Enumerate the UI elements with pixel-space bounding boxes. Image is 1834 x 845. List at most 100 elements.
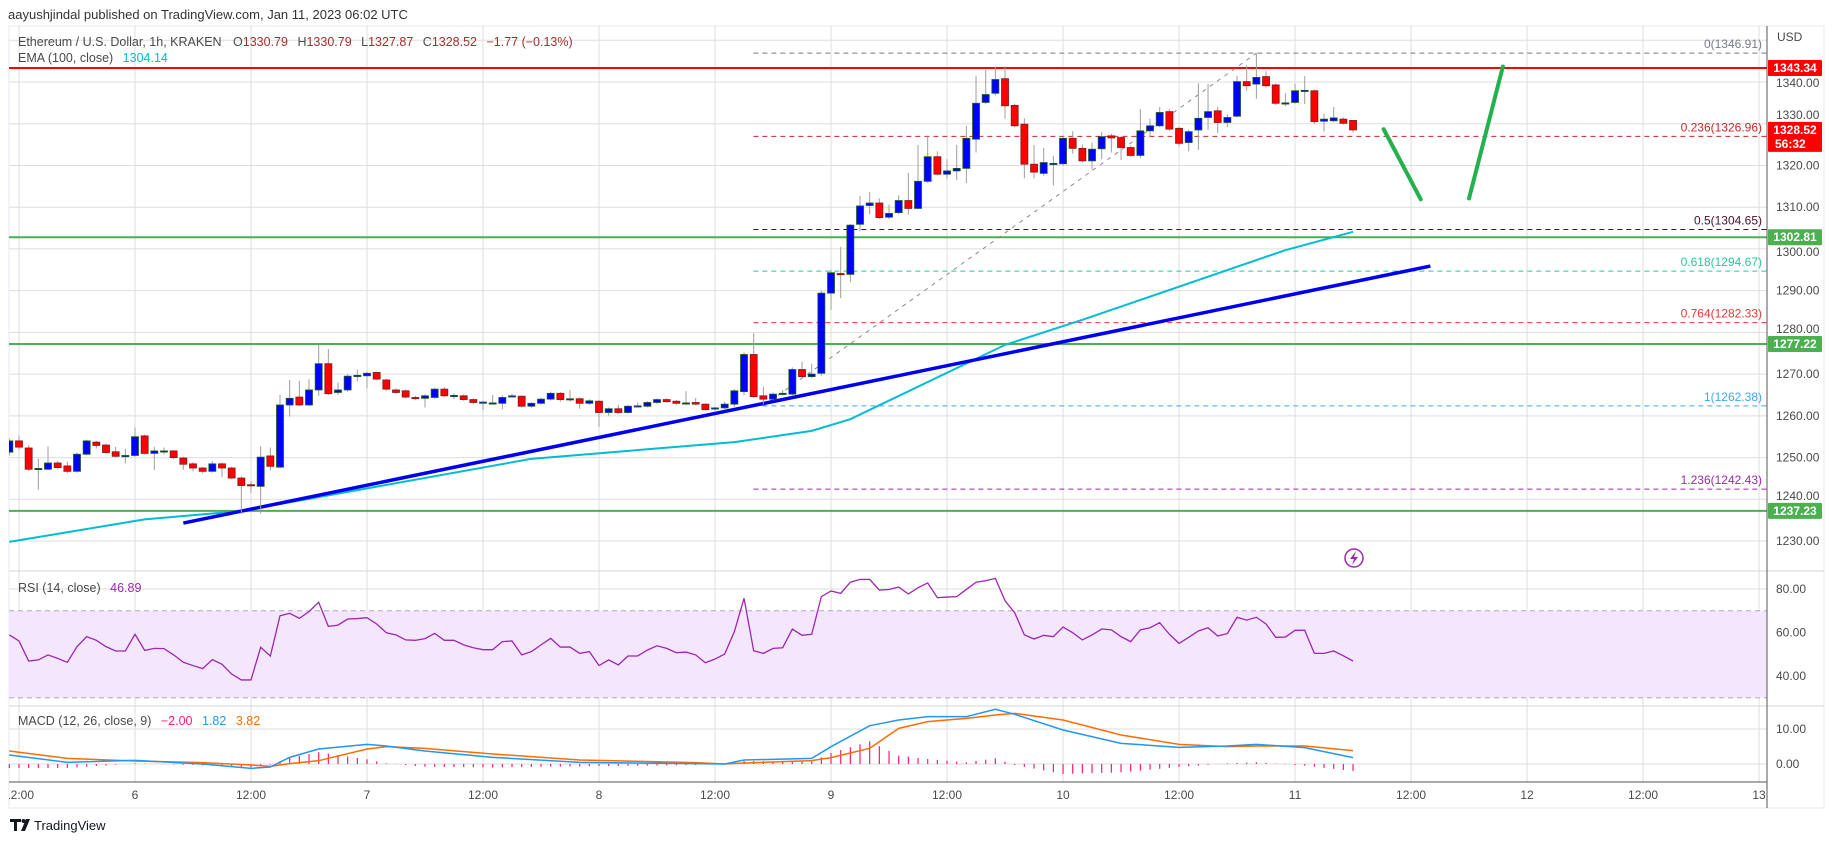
bearish-candle <box>189 463 197 469</box>
bullish-candle <box>1049 162 1058 165</box>
bullish-candle <box>1329 117 1338 122</box>
bullish-candle <box>537 398 545 404</box>
bullish-candle <box>643 402 652 407</box>
fib-level-label: 0(1346.91) <box>1704 37 1762 51</box>
macd-pane <box>8 708 1354 775</box>
time-tick-label: 12 <box>1520 788 1534 802</box>
green-arrow-drawing[interactable] <box>1381 127 1423 202</box>
time-tick-label: 10 <box>1056 788 1070 802</box>
price-badge <box>1768 60 1822 77</box>
bearish-candle <box>1310 90 1319 123</box>
price-badge <box>1768 335 1822 352</box>
open-label: O <box>233 35 243 49</box>
rsi-legend[interactable]: RSI (14, close) 46.89 <box>18 581 141 595</box>
bearish-candle <box>1010 104 1019 127</box>
bullish-candle <box>353 374 362 377</box>
bullish-candle <box>769 393 777 400</box>
bearish-candle <box>295 396 304 406</box>
bullish-candle <box>334 389 342 393</box>
bearish-candle <box>1242 81 1251 87</box>
trendline[interactable] <box>182 264 1431 525</box>
bullish-candle <box>952 167 961 172</box>
time-tick-label: 12:00 <box>468 788 498 802</box>
bullish-candle <box>566 398 574 401</box>
macd-legend[interactable]: MACD (12, 26, close, 9) −2.00 1.82 3.82 <box>18 714 260 728</box>
lightning-alert-icon[interactable] <box>1344 548 1364 568</box>
bullish-candle <box>1291 90 1299 103</box>
bearish-candle <box>904 200 913 209</box>
low-value: 1327.87 <box>368 35 413 49</box>
high-value: 1330.79 <box>306 35 351 49</box>
macd-line-value: 1.82 <box>202 714 226 728</box>
time-tick-label: 12:00 <box>1164 788 1194 802</box>
bearish-candle <box>1175 127 1183 144</box>
tradingview-logo[interactable]: TradingView <box>10 818 106 833</box>
green-arrow-drawing[interactable] <box>1467 64 1505 201</box>
fib-level-label: 0.618(1294.67) <box>1681 255 1762 269</box>
bullish-candle <box>653 399 661 403</box>
symbol-legend[interactable]: Ethereum / U.S. Dollar, 1h, KRAKEN O1330… <box>18 35 573 49</box>
bullish-candle <box>943 170 951 175</box>
bullish-candle <box>82 440 91 455</box>
bullish-candle <box>44 462 52 470</box>
support-trendline[interactable] <box>182 264 1431 525</box>
price-tick-label: 1290.00 <box>1776 284 1820 298</box>
bullish-candle <box>1039 162 1048 174</box>
price-badge-value: 1343.34 <box>1773 61 1817 75</box>
bullish-candle <box>1146 125 1154 132</box>
close-label: C <box>423 35 432 49</box>
high-label: H <box>297 35 306 49</box>
bearish-candle <box>1339 118 1348 124</box>
bullish-candle <box>788 369 797 395</box>
pane-separators <box>9 570 1824 707</box>
fib-retracement[interactable]: 0(1346.91) 0.236(1326.96) 0.5(1304.65) 0.61… <box>753 37 1767 490</box>
bearish-candle <box>227 467 236 479</box>
rsi-label: RSI (14, close) <box>18 581 101 595</box>
price-axis[interactable]: 1230.00 1240.00 1250.00 1260.00 1270.00 1280.… <box>1776 76 1820 771</box>
bullish-candle <box>479 401 487 404</box>
bullish-candle <box>865 202 874 206</box>
bullish-candle <box>914 180 922 209</box>
bearish-candle <box>614 408 623 413</box>
price-tick-label: 1300.00 <box>1776 245 1820 259</box>
bearish-candle <box>237 477 246 486</box>
bullish-candle <box>720 403 729 409</box>
bearish-candle <box>15 440 23 448</box>
bearish-candle <box>179 457 188 465</box>
bullish-candle <box>343 375 352 391</box>
bullish-candle <box>1252 77 1261 85</box>
bullish-candle <box>817 292 826 374</box>
ema-legend[interactable]: EMA (100, close) 1304.14 <box>18 51 168 65</box>
bearish-candle <box>324 363 333 395</box>
bullish-candle <box>9 440 14 453</box>
time-tick-label: 12:00 <box>932 788 962 802</box>
bearish-candle <box>53 462 62 468</box>
publication-info: aayushjindal published on TradingView.co… <box>8 7 408 22</box>
bullish-candle <box>962 137 971 169</box>
bearish-candle <box>411 397 420 400</box>
bullish-candle <box>885 213 893 218</box>
bullish-candle <box>633 405 642 408</box>
bearish-candle <box>933 156 942 175</box>
bearish-candle <box>372 372 381 380</box>
bullish-candle <box>363 372 371 377</box>
macd-signal-value: 3.82 <box>236 714 260 728</box>
time-tick-label: 9 <box>828 788 835 802</box>
bearish-candle <box>1020 123 1029 165</box>
bullish-candle <box>498 397 507 404</box>
time-axis[interactable]: 12:00 6 12:00 7 12:00 8 12:00 9 12:00 10 12:00 11 12… <box>4 788 1766 802</box>
bullish-candle <box>740 354 748 393</box>
arrow-drawings[interactable] <box>1381 64 1505 202</box>
fib-level-label: 1.236(1242.43) <box>1681 473 1762 487</box>
bearish-candle <box>556 392 565 400</box>
fib-trend-line[interactable] <box>763 52 1257 407</box>
bullish-candle <box>314 363 323 391</box>
fib-level-label: 0.5(1304.65) <box>1694 214 1762 228</box>
bullish-candle <box>121 455 130 458</box>
bearish-candle <box>169 450 178 458</box>
bullish-candle <box>421 395 429 399</box>
price-tick-label: 1240.00 <box>1776 489 1820 503</box>
horizontal-levels[interactable] <box>9 67 1767 512</box>
